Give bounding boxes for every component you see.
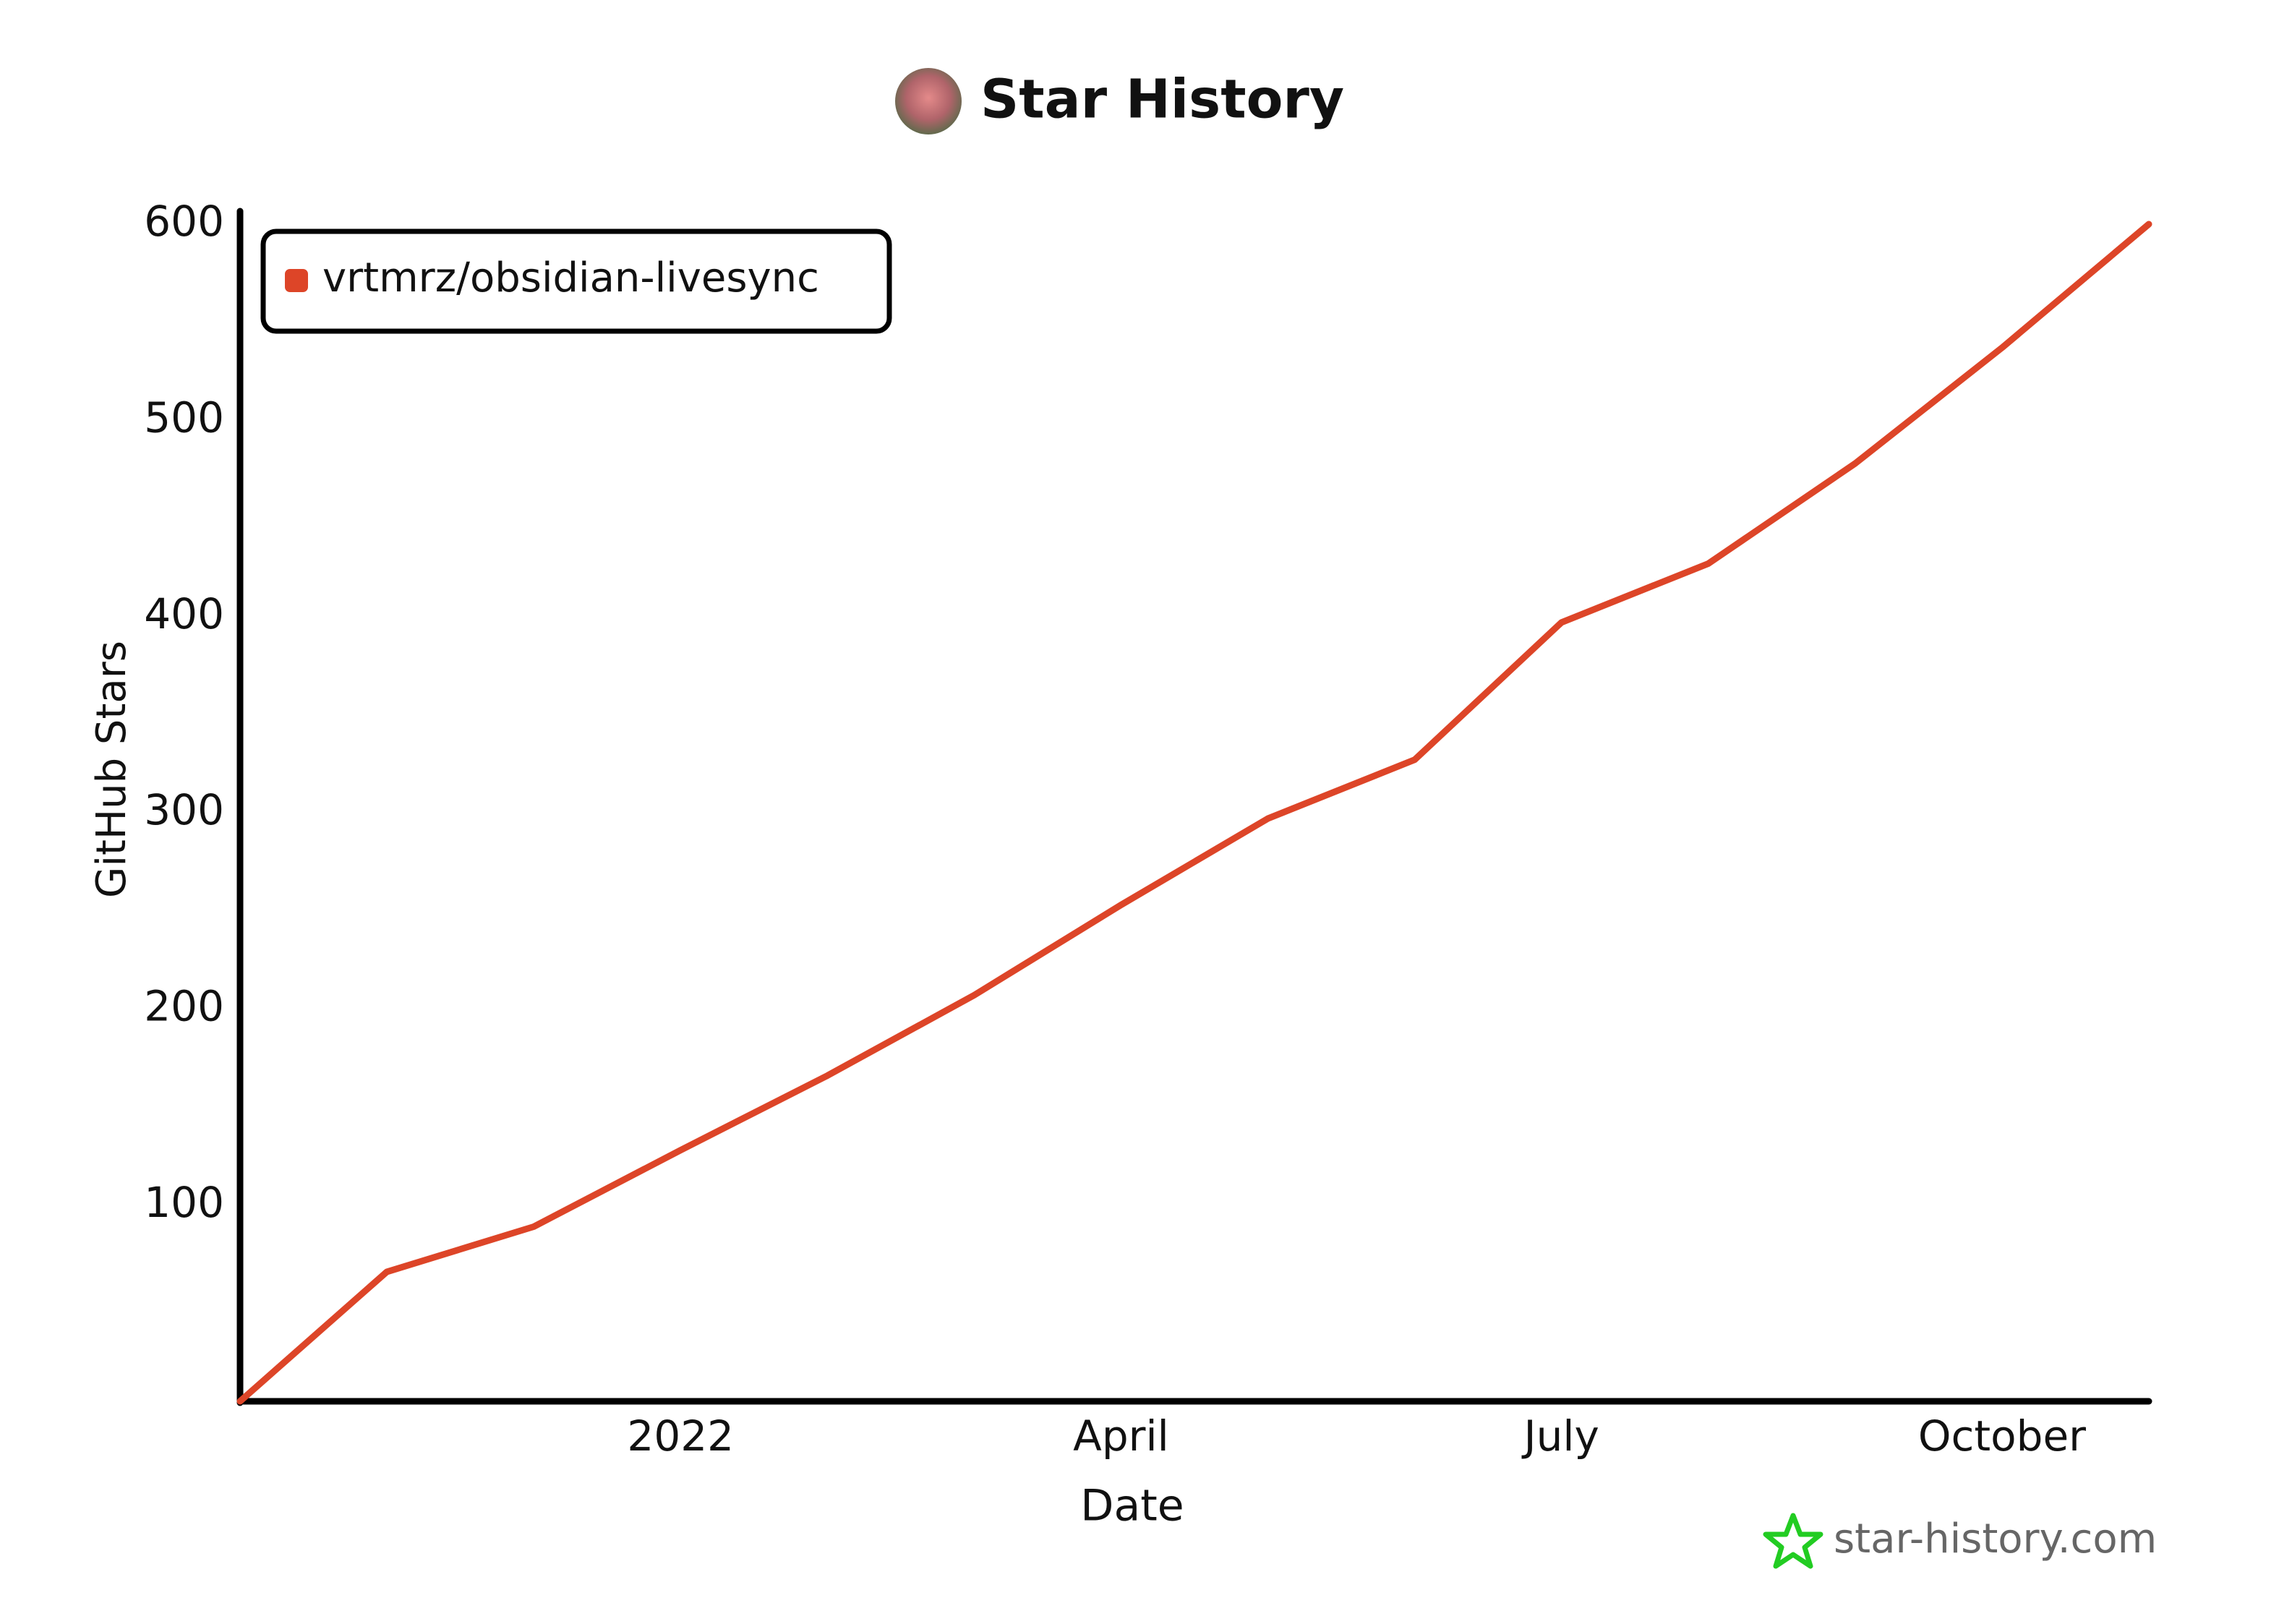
y-tick-label: 300 — [144, 785, 224, 834]
y-tick-label: 400 — [144, 589, 224, 638]
x-tick-label: 2022 — [627, 1411, 734, 1461]
y-tick-label: 200 — [144, 981, 224, 1030]
series-line — [236, 221, 2152, 1405]
chart-title: Star History — [980, 69, 1344, 131]
x-tick-label: July — [1522, 1411, 1599, 1461]
y-tick-label: 600 — [144, 197, 224, 246]
watermark: star-history.com — [1834, 1516, 2157, 1563]
logo-star — [1763, 1513, 1823, 1569]
legend-label: vrtmrz/obsidian-livesync — [322, 255, 819, 302]
y-tick-label: 100 — [144, 1178, 224, 1227]
x-axis-label: Date — [1080, 1481, 1184, 1531]
legend: vrtmrz/obsidian-livesync — [285, 255, 819, 302]
x-tick-label: October — [1918, 1411, 2086, 1461]
y-tick-label: 500 — [144, 393, 224, 442]
legend-swatch — [285, 269, 308, 292]
legend-box — [260, 228, 892, 334]
avatar — [895, 68, 962, 134]
x-tick-label: April — [1073, 1411, 1169, 1461]
y-axis-label: GitHub Stars — [88, 641, 135, 898]
